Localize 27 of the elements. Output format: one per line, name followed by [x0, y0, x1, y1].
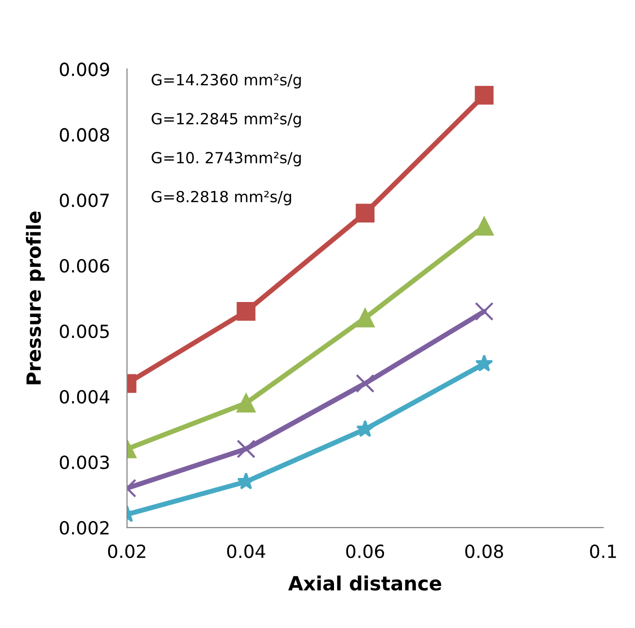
x-axis-title: Axial distance: [288, 576, 442, 591]
point: [356, 308, 375, 328]
point: [475, 354, 494, 372]
point: [356, 420, 374, 438]
y-tick-label: 0.008: [60, 128, 110, 142]
x-tick-label: 0.1: [590, 544, 616, 558]
point: [474, 302, 494, 321]
x-tick-label: 0.06: [346, 544, 384, 558]
point: [474, 86, 494, 105]
y-tick-label: 0.007: [60, 194, 109, 208]
y-axis-title: Pressure profile: [26, 212, 45, 384]
point: [474, 216, 494, 236]
y-tick-label: 0.004: [60, 390, 110, 404]
y-tick-label: 0.003: [60, 455, 109, 470]
y-tick-label: 0.005: [60, 324, 109, 338]
annotation: G=12.2845 mm²s/g: [152, 112, 301, 128]
annotation: G=8.2818 mm²s/g: [152, 190, 292, 206]
x-tick-label: 0.02: [108, 544, 146, 558]
y-tick-label: 0.009: [60, 62, 110, 76]
point: [356, 374, 375, 393]
annotation: G=14.2360 mm²s/g: [152, 74, 301, 88]
point: [356, 204, 375, 223]
annotation: G=10. 2743mm²s/g: [152, 152, 301, 166]
y-tick-label: 0.002: [60, 520, 109, 535]
x-tick-label: 0.08: [465, 544, 504, 558]
y-tick-label: 0.006: [60, 259, 110, 273]
x-tick-label: 0.04: [227, 544, 266, 558]
